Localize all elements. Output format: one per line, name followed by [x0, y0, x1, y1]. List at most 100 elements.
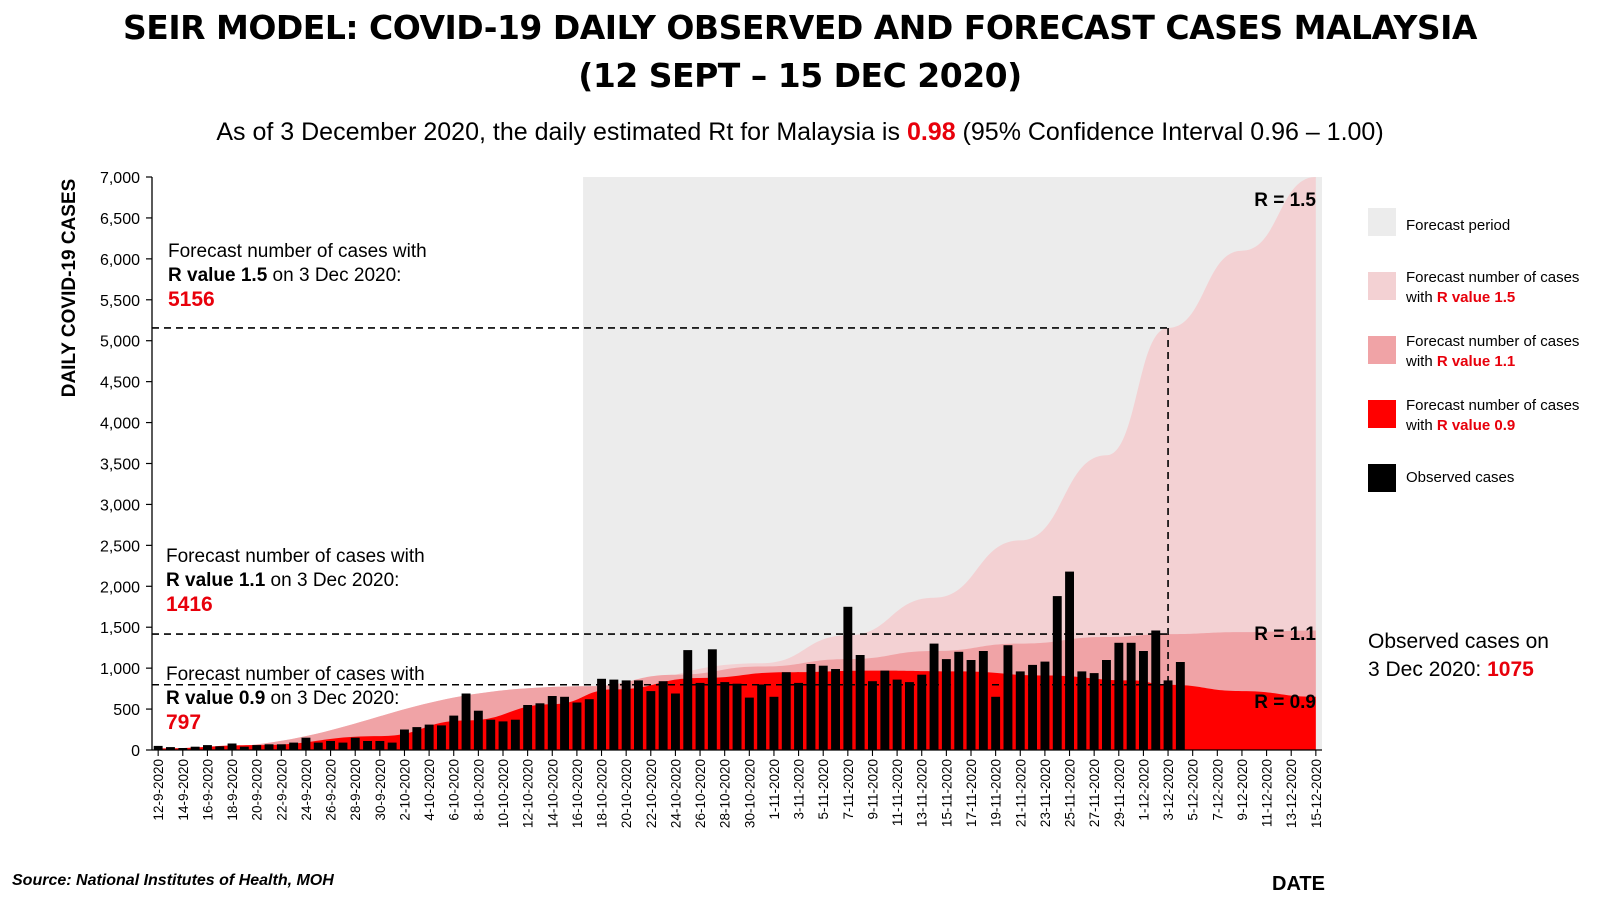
observed-bar [535, 703, 545, 750]
observed-bar [523, 705, 533, 750]
legend-r15-bold: R value 1.5 [1436, 289, 1516, 306]
x-tick-label: 13-12-2020 [1284, 759, 1299, 828]
observed-bar [572, 702, 582, 750]
observed-bar [264, 744, 274, 750]
legend-r09-text: Forecast number of cases with [1406, 397, 1580, 434]
observed-annotation-line1: Observed cases on [1368, 630, 1549, 653]
x-tick-label: 11-11-2020 [890, 759, 905, 826]
y-tick-label: 4,000 [100, 416, 140, 433]
annotation-r09-bold: R value 0.9 [166, 688, 266, 709]
observed-bar [707, 649, 717, 750]
x-tick-label: 24-9-2020 [299, 759, 314, 821]
x-tick-label: 28-9-2020 [348, 759, 363, 821]
legend-swatch-r09 [1368, 400, 1396, 428]
observed-bar [634, 680, 643, 750]
observed-annotation: Observed cases on 3 Dec 2020: 1075 [1368, 628, 1549, 684]
observed-bar [1151, 630, 1161, 750]
y-ticks: 0 500 1,000 1,500 2,000 2,500 3,000 3,500 4,000 4… [100, 170, 152, 760]
observed-bar [437, 725, 446, 750]
x-tick-label: 25-11-2020 [1063, 759, 1078, 827]
observed-bar [646, 691, 656, 750]
y-axis-label: DAILY COVID-19 CASES [59, 179, 80, 398]
observed-bar [338, 742, 348, 750]
x-tick-label: 1-11-2020 [767, 759, 782, 820]
legend-r15-text: Forecast number of cases with [1406, 269, 1580, 306]
x-tick-label: 29-11-2020 [1112, 759, 1127, 827]
y-tick-label: 2,000 [100, 579, 140, 596]
observed-bar [1114, 642, 1124, 750]
observed-bar [966, 660, 976, 750]
x-tick-label: 19-11-2020 [989, 759, 1004, 827]
annotation-r11: Forecast number of cases with R value 1.… [166, 545, 425, 617]
observed-bar [387, 742, 397, 750]
observed-annotation-line2: 3 Dec 2020: 1075 [1368, 656, 1549, 684]
observed-bar [400, 729, 409, 750]
observed-bar [941, 659, 951, 750]
observed-bar [215, 746, 225, 750]
x-tick-label: 8-10-2020 [471, 759, 486, 821]
observed-bar [929, 643, 939, 750]
x-tick-label: 30-9-2020 [373, 759, 388, 821]
x-tick-label: 16-10-2020 [570, 759, 585, 828]
observed-bar [1015, 671, 1025, 750]
observed-bar [917, 674, 927, 750]
chart-subtitle: As of 3 December 2020, the daily estimat… [0, 118, 1600, 147]
observed-bar [560, 696, 569, 750]
x-tick-label: 1-12-2020 [1136, 759, 1151, 821]
observed-bar [695, 682, 705, 750]
y-tick-label: 7,000 [100, 170, 140, 187]
annotation-r09-value: 797 [166, 711, 202, 734]
legend-swatch-forecast-period [1368, 208, 1396, 236]
observed-bar [621, 680, 631, 750]
observed-bar [1065, 571, 1074, 750]
observed-bar [276, 744, 286, 750]
annotation-r11-bold: R value 1.1 [166, 570, 266, 591]
annotation-r09-rest: on 3 Dec 2020: [265, 688, 400, 709]
observed-bar [486, 719, 496, 750]
observed-bar [720, 682, 730, 750]
observed-bar [301, 737, 311, 750]
annotation-r11-rest: on 3 Dec 2020: [265, 570, 400, 591]
x-tick-label: 2-10-2020 [398, 759, 413, 821]
annotation-r15-rest: on 3 Dec 2020: [267, 265, 402, 286]
observed-bar [153, 745, 163, 750]
observed-bar [375, 741, 385, 750]
observed-bar [757, 684, 767, 750]
annotation-r09: Forecast number of cases with R value 0.… [166, 663, 425, 735]
x-tick-label: 22-9-2020 [274, 759, 289, 821]
legend-r11-bold: R value 1.1 [1436, 353, 1516, 370]
legend-label-forecast-period: Forecast period [1406, 217, 1511, 234]
observed-bar [584, 699, 594, 750]
observed-bar [1052, 596, 1062, 750]
observed-bar [892, 679, 902, 750]
legend-label-r11: Forecast number of cases with R value 1.… [1406, 332, 1600, 372]
observed-bar [1089, 673, 1099, 750]
legend-swatch-observed [1368, 464, 1396, 492]
annotation-r15-bold: R value 1.5 [168, 265, 268, 286]
subtitle-post: (95% Confidence Interval 0.96 – 1.00) [955, 118, 1384, 146]
x-tick-label: 20-10-2020 [619, 759, 634, 828]
subtitle-pre: As of 3 December 2020, the daily estimat… [216, 118, 907, 146]
observed-bar [498, 721, 508, 750]
curve-label-r11: R = 1.1 [1254, 624, 1316, 645]
x-tick-label: 3-11-2020 [792, 759, 807, 820]
y-tick-label: 5,000 [100, 334, 140, 351]
x-tick-label: 28-10-2020 [718, 759, 733, 828]
y-tick-label: 500 [113, 702, 140, 719]
legend-label-r09: Forecast number of cases with R value 0.… [1406, 396, 1600, 436]
observed-bar [954, 651, 964, 750]
x-tick-label: 15-11-2020 [939, 759, 954, 827]
x-tick-label: 9-12-2020 [1235, 759, 1250, 821]
observed-bar [868, 681, 877, 750]
y-tick-label: 6,000 [100, 252, 140, 269]
x-tick-label: 7-12-2020 [1210, 759, 1225, 821]
observed-bar [313, 742, 323, 750]
x-tick-label: 18-10-2020 [595, 759, 610, 828]
annotation-r11-line2: R value 1.1 on 3 Dec 2020: [166, 569, 425, 593]
annotation-r09-line2: R value 0.9 on 3 Dec 2020: [166, 687, 425, 711]
y-tick-label: 1,500 [100, 620, 140, 637]
y-tick-label: 3,500 [100, 457, 140, 474]
x-tick-label: 27-11-2020 [1087, 759, 1102, 827]
x-tick-label: 5-12-2020 [1186, 759, 1201, 821]
observed-bar [781, 672, 791, 750]
